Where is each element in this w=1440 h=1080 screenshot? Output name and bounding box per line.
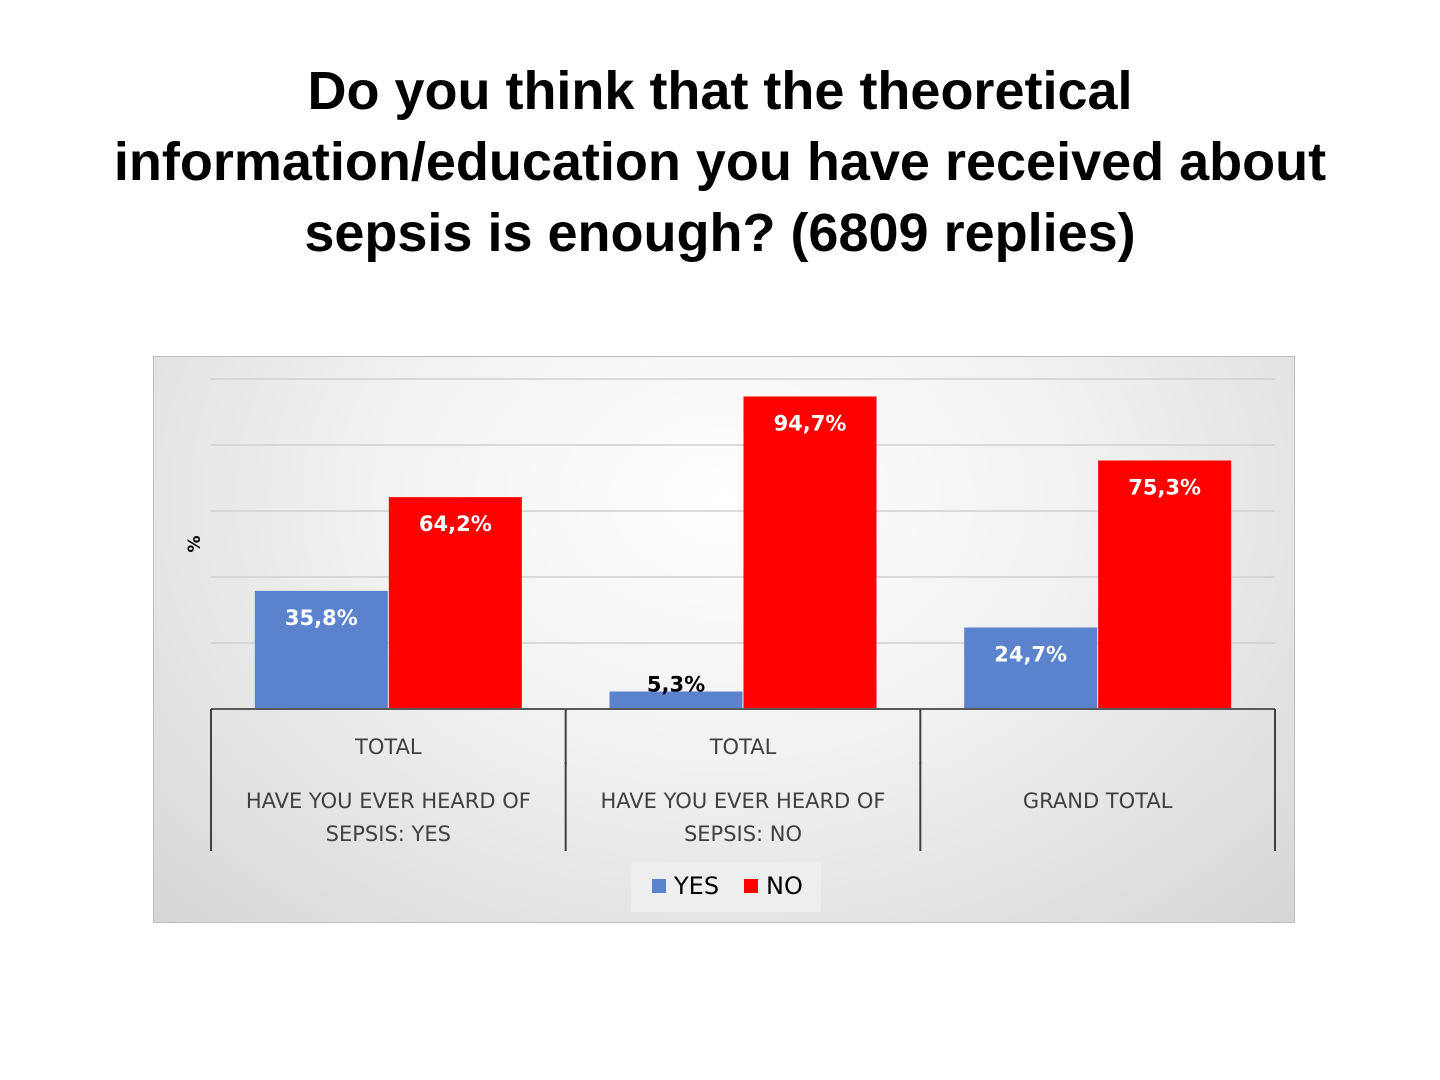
category-inner-label-2: TOTAL [709,735,777,759]
legend-swatch-no [744,879,758,893]
bar-yes-1 [254,590,388,709]
bar-chart: % 35,8% 64,2% 5,3% 94,7% 24,7% 75,3% TOTAL HAVE … [185,378,1276,912]
bar-no-2 [743,396,877,709]
bar-no-3 [1098,460,1232,709]
legend-label-yes: YES [673,872,719,900]
data-label-yes-1: 35,8% [285,606,358,630]
category-inner-label-1: TOTAL [354,735,422,759]
category-outer-label-2: HAVE YOU EVER HEARD OF SEPSIS: NO [600,789,885,846]
data-label-no-1: 64,2% [419,512,492,536]
data-label-no-3: 75,3% [1128,476,1201,500]
data-label-no-2: 94,7% [774,411,847,435]
legend: YES NO [631,862,821,912]
data-label-yes-3: 24,7% [994,642,1067,666]
bar-no-1 [388,497,522,709]
legend-label-no: NO [766,872,803,900]
category-outer-label-1: HAVE YOU EVER HEARD OF SEPSIS: YES [246,789,531,846]
y-axis-title: % [185,535,205,552]
slide-title: Do you think that the theoretical inform… [113,61,1327,263]
data-label-yes-2: 5,3% [647,673,705,697]
category-outer-label-3: GRAND TOTAL [1023,789,1173,813]
bar-yes-2 [609,691,743,709]
bar-yes-3 [964,627,1098,709]
chart-area: % 35,8% 64,2% 5,3% 94,7% 24,7% 75,3% TOTAL HAVE … [153,356,1295,923]
legend-swatch-yes [652,879,666,893]
